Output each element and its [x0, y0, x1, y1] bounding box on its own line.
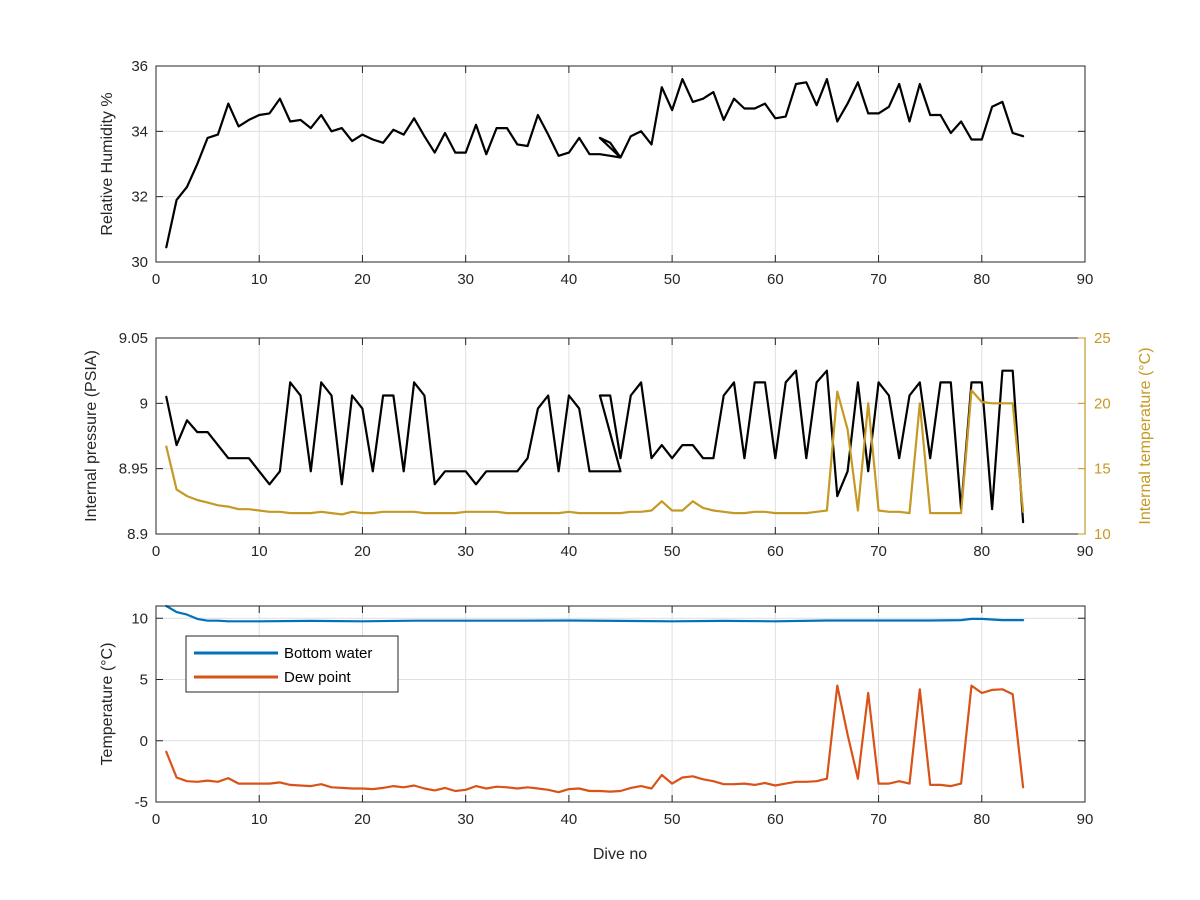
humidity-x-tick-label: 0: [152, 271, 160, 288]
temperature-x-tick-label: 40: [561, 811, 578, 828]
humidity-x-tick-label: 60: [767, 271, 784, 288]
temperature-x-tick-label: 70: [870, 811, 887, 828]
pressure-axes-background: [156, 338, 1085, 534]
pressure-x-tick-label: 70: [870, 543, 887, 560]
temperature-x-tick-label: 80: [973, 811, 990, 828]
pressure-y-axis-label: Internal pressure (PSIA): [83, 350, 100, 522]
pressure-x-tick-label: 0: [152, 543, 160, 560]
humidity-panel: 0 10 20 30 40 50 60 70 80 90 30 32 34 36 Relative Hum…: [99, 58, 1093, 288]
humidity-x-tick-label: 40: [561, 271, 578, 288]
temperature-x-tick-label: 20: [354, 811, 371, 828]
humidity-ticks: 0 10 20 30 40 50 60 70 80 90 30 32 34 36: [131, 58, 1093, 288]
temperature-x-tick-label: 0: [152, 811, 160, 828]
temperature-y-tick-label: 0: [140, 733, 148, 750]
humidity-axes-frame: [155, 65, 1086, 263]
temperature-series-line-2: [165, 684, 1025, 794]
pressure-series: [165, 369, 1025, 524]
temperature-series: [165, 604, 1025, 794]
temperature-y-tick-label: 10: [131, 610, 148, 627]
humidity-y-tick-label: 30: [131, 254, 148, 271]
humidity-x-tick-label: 20: [354, 271, 371, 288]
pressure-x-tick-label: 50: [664, 543, 681, 560]
temperature-x-tick-label: 90: [1077, 811, 1094, 828]
humidity-x-tick-label: 90: [1077, 271, 1094, 288]
humidity-x-tick-label: 50: [664, 271, 681, 288]
pressure-y-tick-label: 8.9: [127, 526, 148, 543]
pressure-y2-tick-label: 10: [1094, 526, 1111, 543]
humidity-axes-background: [156, 66, 1085, 262]
pressure-ticks: 0 10 20 30 40 50 60 70 80 90 8.9 8.95 9 9.05 10 15 20 25: [119, 330, 1111, 560]
pressure-y2-tick-label: 20: [1094, 395, 1111, 412]
legend-label-dew-point: Dew point: [284, 669, 352, 686]
humidity-y-axis-label: Relative Humidity %: [99, 92, 116, 235]
pressure-x-tick-label: 10: [251, 543, 268, 560]
humidity-series-line-1: [165, 77, 1025, 249]
pressure-y2-tick-label: 25: [1094, 330, 1111, 347]
pressure-x-tick-label: 90: [1077, 543, 1094, 560]
humidity-x-tick-label: 80: [973, 271, 990, 288]
humidity-x-tick-label: 70: [870, 271, 887, 288]
pressure-series-line-1: [165, 369, 1025, 524]
pressure-x-tick-label: 60: [767, 543, 784, 560]
temperature-axes-background: [156, 606, 1085, 802]
temperature-y-tick-label: -5: [135, 794, 148, 811]
pressure-y-tick-label: 8.95: [119, 461, 148, 478]
humidity-y-tick-label: 32: [131, 189, 148, 206]
pressure-x-tick-label: 20: [354, 543, 371, 560]
humidity-x-tick-label: 30: [457, 271, 474, 288]
temperature-x-tick-label: 30: [457, 811, 474, 828]
pressure-x-tick-label: 80: [973, 543, 990, 560]
humidity-y-tick-label: 34: [131, 123, 148, 140]
internal-temperature-y2-axis-label: Internal temperature (°C): [1137, 347, 1154, 524]
humidity-y-tick-label: 36: [131, 58, 148, 75]
legend: Bottom water Dew point: [185, 635, 399, 693]
pressure-y-tick-label: 9: [140, 395, 148, 412]
pressure-x-tick-label: 30: [457, 543, 474, 560]
legend-label-bottom-water: Bottom water: [284, 645, 372, 662]
pressure-panel: 0 10 20 30 40 50 60 70 80 908.98.9599.0510152025 …: [83, 330, 1154, 560]
temperature-y-tick-label: 5: [140, 672, 148, 689]
temperature-y-axis-label: Temperature (°C): [99, 643, 116, 766]
temperature-series-line-1: [165, 604, 1025, 623]
humidity-x-tick-label: 10: [251, 271, 268, 288]
temperature-x-tick-label: 60: [767, 811, 784, 828]
temperature-x-tick-label: 10: [251, 811, 268, 828]
legend-box: [185, 635, 399, 693]
pressure-y2-tick-label: 15: [1094, 461, 1111, 478]
pressure-series-line-2: [165, 389, 1025, 516]
pressure-y-tick-label: 9.05: [119, 330, 148, 347]
temperature-axes-frame: [155, 605, 1086, 803]
temperature-x-tick-label: 50: [664, 811, 681, 828]
x-axis-label: Dive no: [593, 846, 647, 863]
pressure-x-tick-label: 40: [561, 543, 578, 560]
humidity-series: [165, 77, 1025, 249]
